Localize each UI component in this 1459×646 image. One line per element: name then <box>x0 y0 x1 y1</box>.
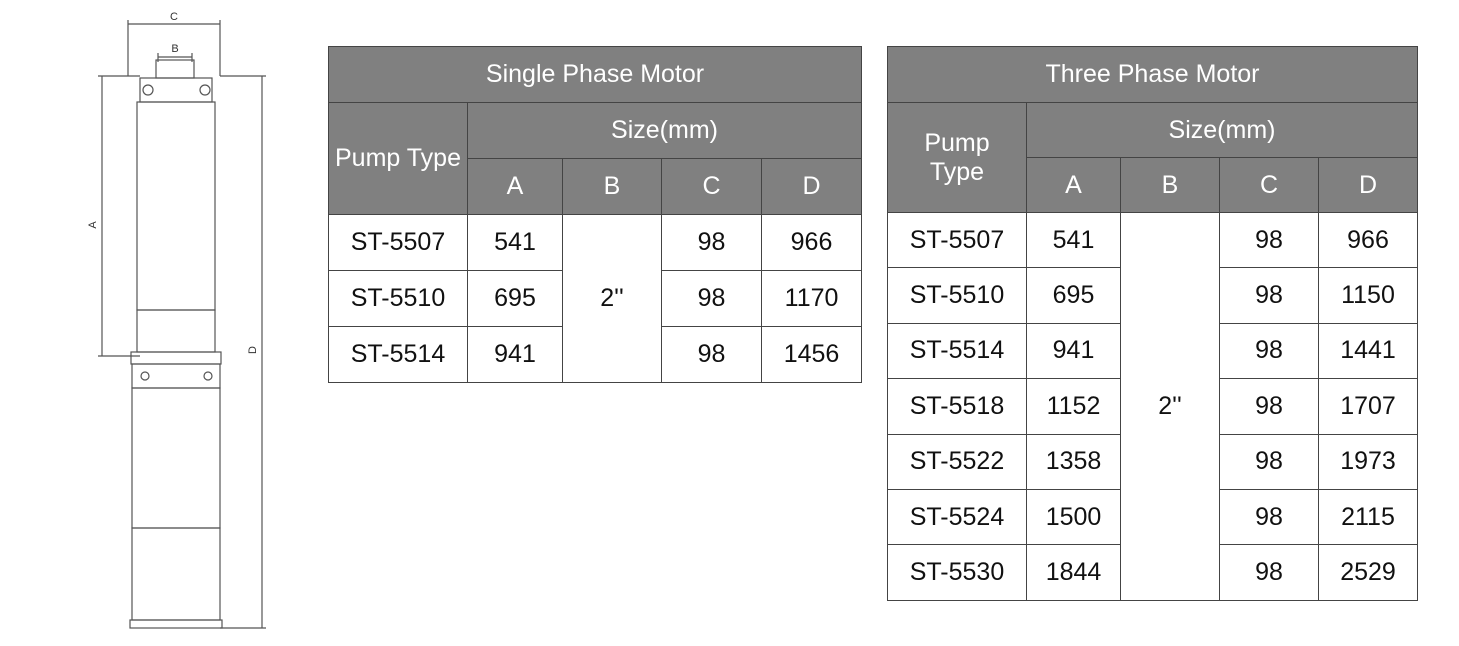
single-phase-table: Single Phase Motor Pump Type Size(mm) A B C D S… <box>327 46 863 383</box>
pump-type: ST-5510 <box>328 270 468 327</box>
size-c: 98 <box>1219 322 1319 380</box>
pump-type: ST-5518 <box>887 378 1027 435</box>
motor-lower <box>131 527 221 621</box>
size-c: 98 <box>1219 488 1319 546</box>
pump-drawing: C B A D <box>87 11 266 629</box>
data-row: ST-5530 1844 98 2529 <box>887 544 1418 601</box>
header-row: Pump Type Size(mm) <box>887 102 1418 213</box>
size-header: Size(mm) <box>1026 102 1418 158</box>
data-row: ST-5507 541 2'' 98 966 <box>328 214 863 383</box>
size-a: 1500 <box>1026 488 1121 546</box>
header-row: Pump Type Size(mm) <box>328 102 863 215</box>
table-title: Three Phase Motor <box>887 46 1418 103</box>
pump-head <box>139 77 213 103</box>
data-row: ST-5510 695 98 1170 <box>328 270 863 327</box>
data-row: ST-5518 1152 98 1707 <box>887 378 1418 435</box>
column-header: B <box>562 158 662 215</box>
bolt <box>140 371 150 381</box>
data-row: ST-5524 1500 98 2115 <box>887 488 1418 546</box>
pump-type: ST-5524 <box>887 488 1027 546</box>
column-header: A <box>467 158 563 215</box>
motor-body <box>131 387 221 529</box>
three-phase-table: Three Phase Motor Pump Type Size(mm) A B C D ST… <box>887 46 1418 601</box>
dim-label: D <box>247 346 259 354</box>
size-a: 1844 <box>1026 544 1121 601</box>
coupling <box>130 351 222 365</box>
size-a: 695 <box>467 270 563 327</box>
data-row: ST-5514 941 98 1456 <box>328 326 863 383</box>
size-a: 941 <box>467 326 563 383</box>
dim-label: B <box>171 43 178 55</box>
column-header: B <box>1120 157 1220 213</box>
pump-type: ST-5530 <box>887 544 1027 601</box>
pump-body <box>136 101 216 311</box>
size-d: 1441 <box>1318 322 1418 380</box>
pump-type: ST-5522 <box>887 433 1027 490</box>
pump-type-header: Pump Type <box>887 102 1027 213</box>
size-c: 98 <box>1219 544 1319 601</box>
size-a: 541 <box>467 214 563 271</box>
inlet-screen <box>136 309 216 353</box>
data-row: ST-5514 941 98 1441 <box>887 322 1418 380</box>
data-row: ST-5507 541 2'' 98 966 <box>887 211 1418 601</box>
size-c: 98 <box>661 326 762 383</box>
pump-type-header: Pump Type <box>328 102 468 215</box>
pump-type: ST-5514 <box>328 326 468 383</box>
size-c: 98 <box>661 214 762 271</box>
size-d: 1150 <box>1318 267 1418 324</box>
data-row: ST-5522 1358 98 1973 <box>887 433 1418 490</box>
dim-label: C <box>170 11 178 23</box>
outlet <box>155 59 195 79</box>
size-d: 966 <box>1318 211 1418 269</box>
column-header: A <box>1026 157 1121 213</box>
size-a: 941 <box>1026 322 1121 380</box>
size-d: 1973 <box>1318 433 1418 490</box>
size-c: 98 <box>1219 433 1319 490</box>
dim-label: A <box>87 221 99 229</box>
size-c: 98 <box>1219 211 1319 269</box>
size-c: 98 <box>1219 378 1319 435</box>
size-d: 2115 <box>1318 488 1418 546</box>
size-header: Size(mm) <box>466 102 863 159</box>
size-c: 98 <box>1219 267 1319 324</box>
pump-type: ST-5514 <box>887 322 1027 380</box>
pump-type: ST-5507 <box>328 214 468 271</box>
size-a: 695 <box>1026 267 1121 324</box>
bolt <box>142 84 154 96</box>
column-header: D <box>760 158 863 215</box>
size-a: 541 <box>1026 211 1121 269</box>
motor-base <box>129 619 223 629</box>
title-row: Three Phase Motor <box>887 46 1418 103</box>
size-c: 98 <box>661 270 762 327</box>
size-a: 1152 <box>1026 378 1121 435</box>
size-d: 2529 <box>1318 544 1418 601</box>
column-header: C <box>661 158 762 215</box>
bolt <box>199 84 211 96</box>
size-a: 1358 <box>1026 433 1121 490</box>
motor-top <box>131 363 221 389</box>
size-d: 1707 <box>1318 378 1418 435</box>
size-d: 1456 <box>760 326 863 383</box>
column-header: D <box>1318 157 1418 213</box>
size-b: 2'' <box>562 214 662 383</box>
column-header: C <box>1219 157 1319 213</box>
size-d: 1170 <box>760 270 863 327</box>
pump-type: ST-5507 <box>887 211 1027 269</box>
pump-type: ST-5510 <box>887 267 1027 324</box>
size-b: 2'' <box>1120 212 1220 601</box>
table-title: Single Phase Motor <box>327 46 863 103</box>
bolt <box>203 371 213 381</box>
size-d: 966 <box>760 214 863 271</box>
title-row: Single Phase Motor <box>327 46 863 103</box>
